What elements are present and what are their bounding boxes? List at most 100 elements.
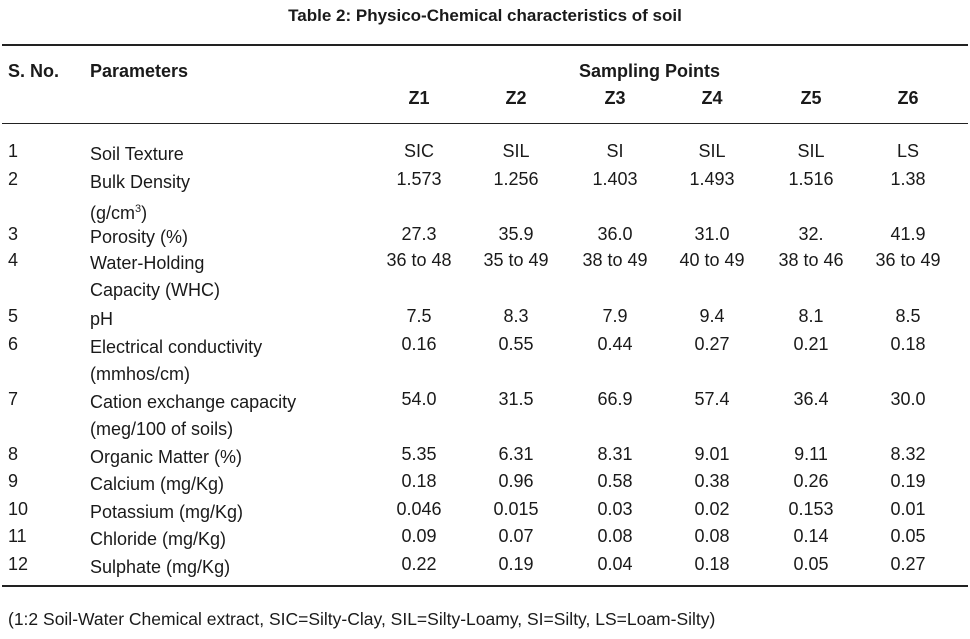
cell-z2: 0.19 bbox=[498, 554, 534, 574]
header-parameters: Parameters bbox=[90, 61, 189, 81]
cell-z1: 27.3 bbox=[401, 224, 437, 244]
cell-z1: 0.046 bbox=[396, 499, 442, 519]
row-number: 7 bbox=[8, 389, 19, 409]
cell-z5: 0.153 bbox=[788, 499, 834, 519]
cell-z3: 8.31 bbox=[597, 444, 633, 464]
cell-z3: 36.0 bbox=[597, 224, 633, 244]
cell-z4: 0.08 bbox=[694, 526, 730, 546]
cell-z6: 0.19 bbox=[890, 471, 926, 491]
table-top-rule bbox=[2, 44, 968, 46]
cell-z6: 8.32 bbox=[890, 444, 926, 464]
row-number: 10 bbox=[8, 499, 29, 519]
unit-superscript: 3 bbox=[135, 203, 142, 215]
row-parameter-line2: Capacity (WHC) bbox=[90, 280, 221, 300]
cell-z5: 0.21 bbox=[793, 334, 829, 354]
table-bottom-rule bbox=[2, 585, 968, 587]
row-parameter: Sulphate (mg/Kg) bbox=[90, 557, 231, 577]
table-header-rule bbox=[2, 123, 968, 124]
row-parameter: Porosity (%) bbox=[90, 227, 189, 247]
cell-z1: 7.5 bbox=[406, 306, 432, 326]
header-z2: Z2 bbox=[505, 88, 527, 108]
cell-z1: 0.09 bbox=[401, 526, 437, 546]
cell-z3: 0.03 bbox=[597, 499, 633, 519]
row-parameter: Chloride (mg/Kg) bbox=[90, 529, 227, 549]
cell-z4: 31.0 bbox=[694, 224, 730, 244]
row-parameter-line1: Electrical conductivity bbox=[90, 337, 263, 357]
row-number: 9 bbox=[8, 471, 19, 491]
row-parameter: Soil Texture bbox=[90, 144, 184, 164]
cell-z4: 0.27 bbox=[694, 334, 730, 354]
row-parameter-line2: (mmhos/cm) bbox=[90, 364, 190, 384]
cell-z4: 9.4 bbox=[699, 306, 725, 326]
cell-z6: 0.27 bbox=[890, 554, 926, 574]
cell-z3: 0.08 bbox=[597, 526, 633, 546]
cell-z2: SIL bbox=[502, 141, 530, 161]
cell-z2: 0.015 bbox=[493, 499, 539, 519]
row-number: 1 bbox=[8, 141, 19, 161]
cell-z3: 38 to 49 bbox=[582, 250, 648, 270]
cell-z6: 0.05 bbox=[890, 526, 926, 546]
cell-z5: 38 to 46 bbox=[778, 250, 844, 270]
row-parameter: pH bbox=[90, 309, 114, 329]
cell-z1: 0.18 bbox=[401, 471, 437, 491]
cell-z4: 0.18 bbox=[694, 554, 730, 574]
row-parameter: Organic Matter (%) bbox=[90, 447, 243, 467]
cell-z5: 0.14 bbox=[793, 526, 829, 546]
cell-z1: 1.573 bbox=[396, 169, 442, 189]
cell-z5: 36.4 bbox=[793, 389, 829, 409]
row-parameter-line1: Water-Holding bbox=[90, 253, 205, 273]
cell-z4: 40 to 49 bbox=[679, 250, 745, 270]
cell-z1: 54.0 bbox=[401, 389, 437, 409]
cell-z5: 0.26 bbox=[793, 471, 829, 491]
cell-z1: 36 to 48 bbox=[386, 250, 452, 270]
row-parameter: Cation exchange capacity (meg/100 of soi… bbox=[90, 389, 380, 443]
cell-z3: 7.9 bbox=[602, 306, 628, 326]
unit-text: (g/cm bbox=[90, 203, 135, 223]
cell-z2: 0.07 bbox=[498, 526, 534, 546]
row-parameter: Water-Holding Capacity (WHC) bbox=[90, 250, 380, 304]
row-number: 5 bbox=[8, 306, 19, 326]
cell-z6: 30.0 bbox=[890, 389, 926, 409]
cell-z2: 0.96 bbox=[498, 471, 534, 491]
row-parameter: Bulk Density (g/cm3) bbox=[90, 169, 380, 227]
table-footnote: (1:2 Soil-Water Chemical extract, SIC=Si… bbox=[8, 609, 716, 629]
cell-z4: 0.02 bbox=[694, 499, 730, 519]
cell-z2: 0.55 bbox=[498, 334, 534, 354]
cell-z4: 57.4 bbox=[694, 389, 730, 409]
table-title: Table 2: Physico-Chemical characteristic… bbox=[288, 6, 682, 25]
row-parameter: Potassium (mg/Kg) bbox=[90, 502, 244, 522]
cell-z3: SI bbox=[606, 141, 624, 161]
cell-z5: SIL bbox=[797, 141, 825, 161]
cell-z1: 5.35 bbox=[401, 444, 437, 464]
cell-z4: 0.38 bbox=[694, 471, 730, 491]
cell-z6: LS bbox=[896, 141, 920, 161]
row-number: 12 bbox=[8, 554, 29, 574]
cell-z5: 0.05 bbox=[793, 554, 829, 574]
header-z5: Z5 bbox=[800, 88, 822, 108]
row-number: 4 bbox=[8, 250, 19, 270]
header-z4: Z4 bbox=[701, 88, 723, 108]
row-number: 2 bbox=[8, 169, 19, 189]
cell-z5: 8.1 bbox=[798, 306, 824, 326]
header-sno: S. No. bbox=[8, 61, 60, 81]
cell-z6: 1.38 bbox=[890, 169, 926, 189]
row-parameter-line1: Bulk Density bbox=[90, 172, 191, 192]
cell-z2: 31.5 bbox=[498, 389, 534, 409]
row-parameter: Electrical conductivity (mmhos/cm) bbox=[90, 334, 380, 388]
cell-z2: 35 to 49 bbox=[483, 250, 549, 270]
cell-z1: SIC bbox=[403, 141, 434, 161]
cell-z1: 0.16 bbox=[401, 334, 437, 354]
header-z1: Z1 bbox=[408, 88, 430, 108]
cell-z6: 41.9 bbox=[890, 224, 926, 244]
cell-z3: 0.44 bbox=[597, 334, 633, 354]
cell-z2: 1.256 bbox=[493, 169, 539, 189]
unit-close: ) bbox=[141, 203, 148, 223]
cell-z1: 0.22 bbox=[401, 554, 437, 574]
row-number: 8 bbox=[8, 444, 19, 464]
row-number: 6 bbox=[8, 334, 19, 354]
cell-z2: 6.31 bbox=[498, 444, 534, 464]
cell-z5: 32. bbox=[798, 224, 824, 244]
header-sampling-points: Sampling Points bbox=[579, 61, 721, 81]
cell-z6: 0.18 bbox=[890, 334, 926, 354]
cell-z3: 0.58 bbox=[597, 471, 633, 491]
